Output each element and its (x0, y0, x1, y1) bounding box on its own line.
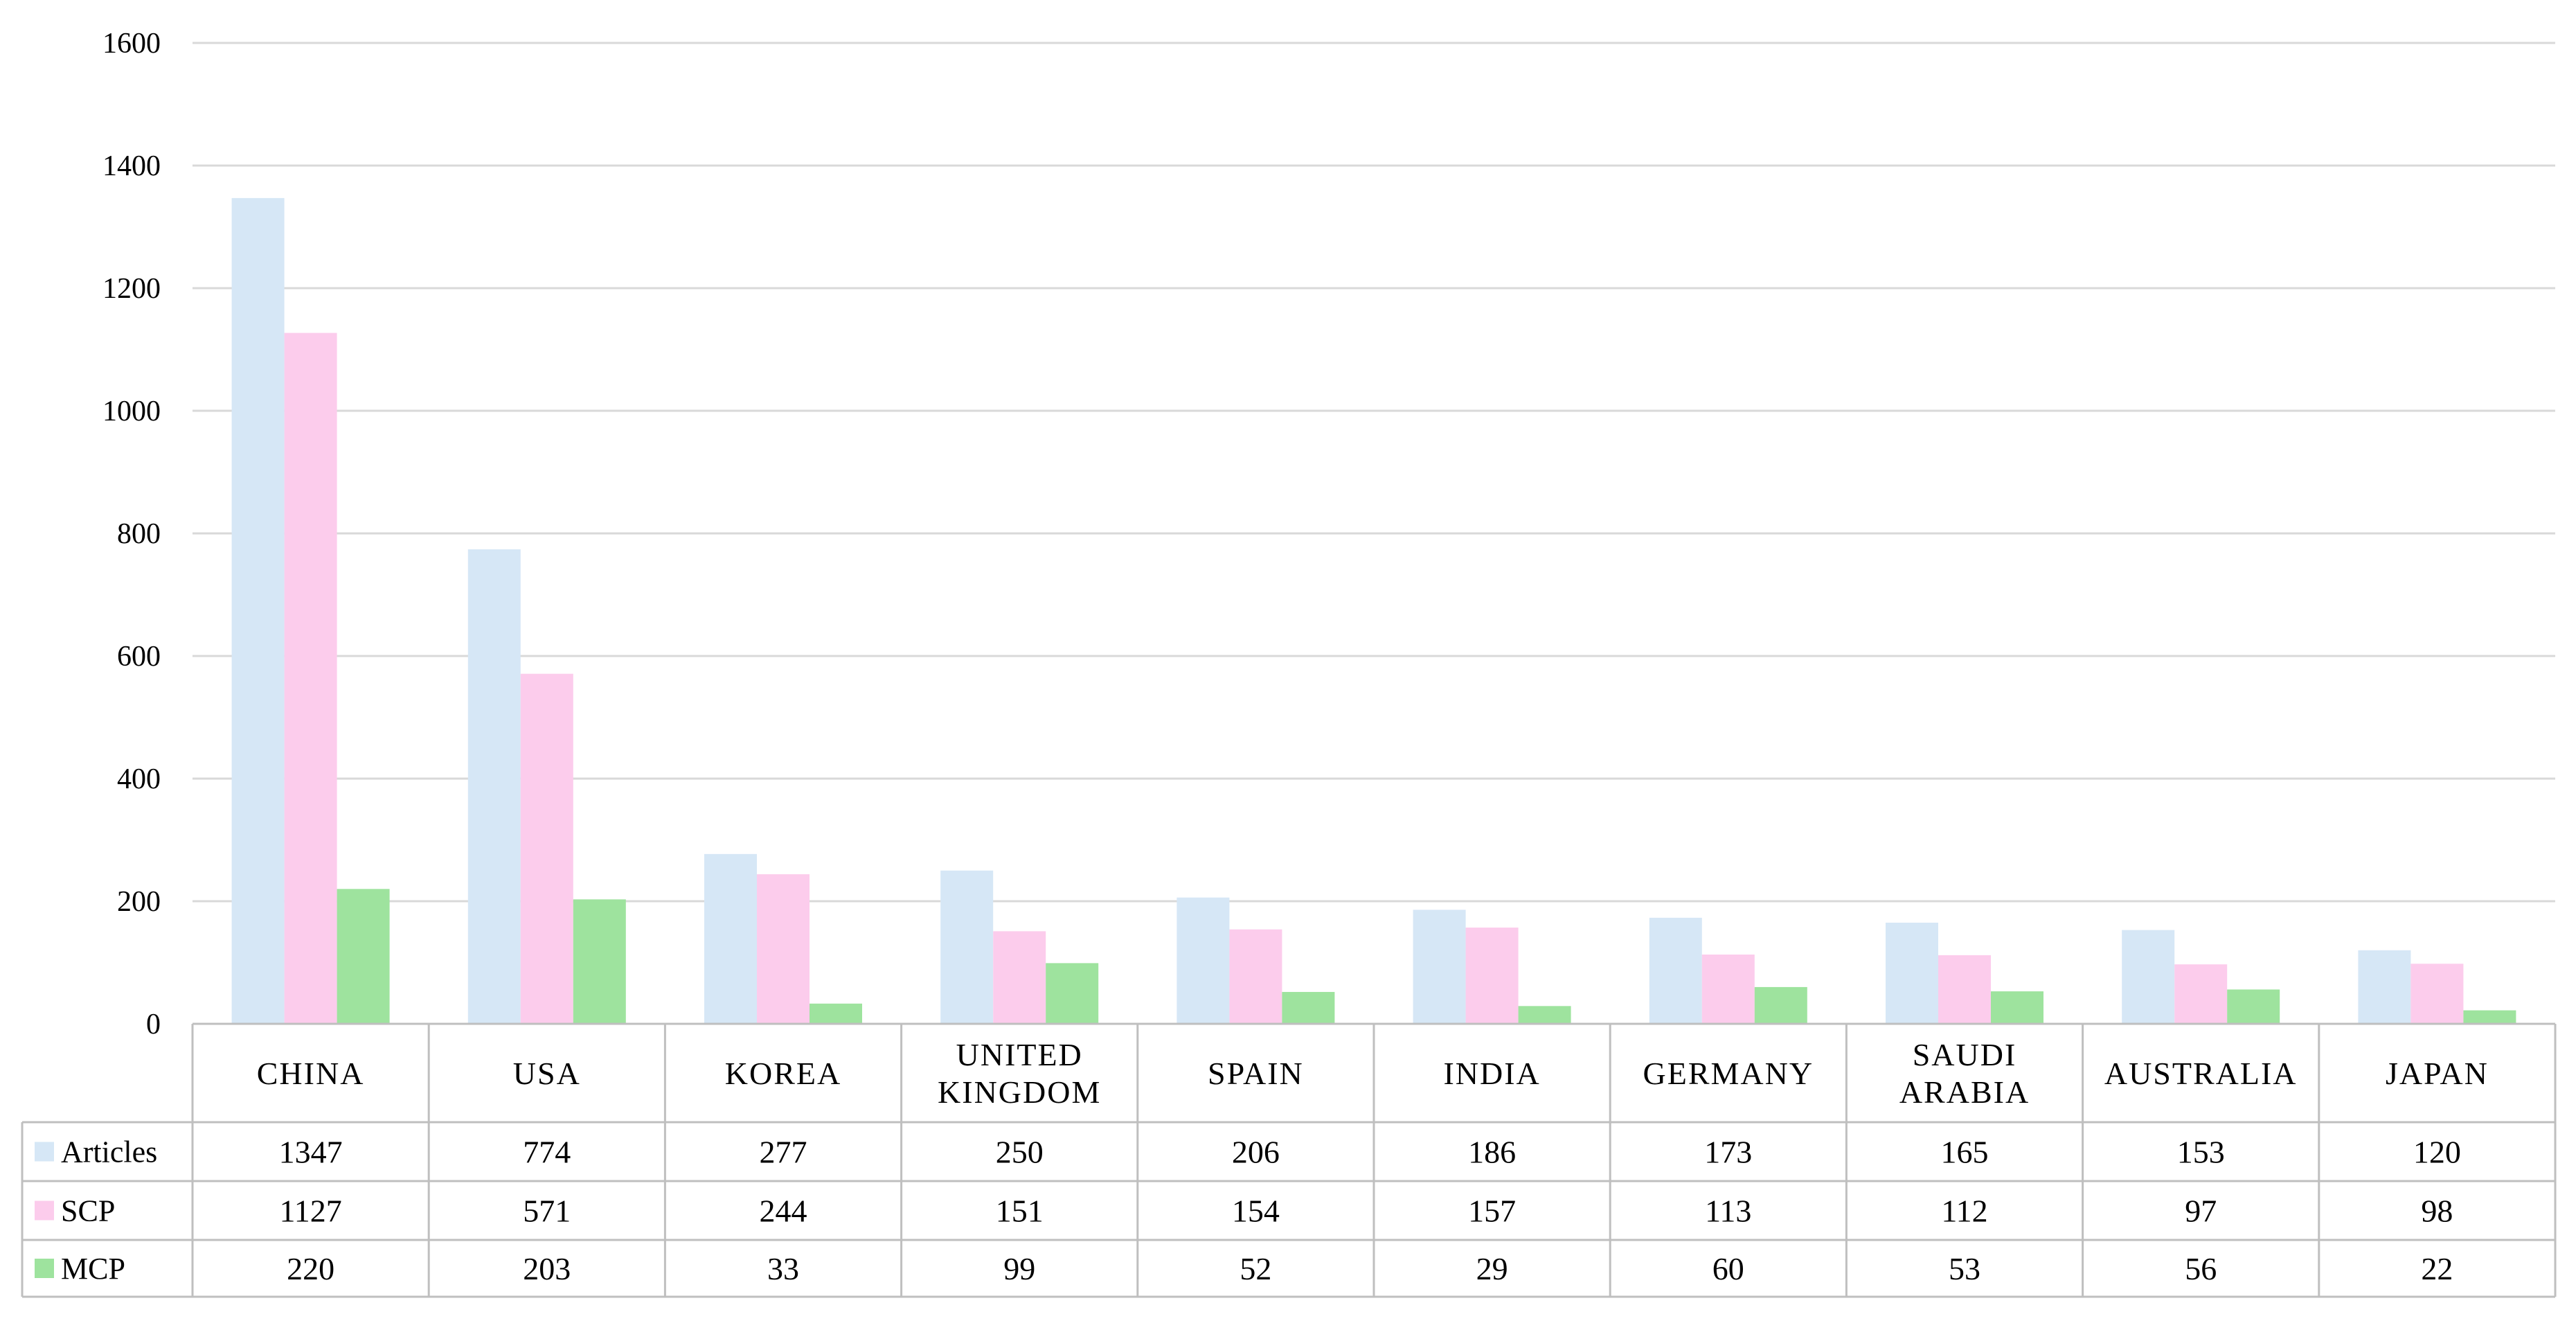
category-label: USA (513, 1056, 581, 1091)
y-tick-label: 1400 (102, 150, 161, 182)
bar-mcp (1991, 991, 2043, 1024)
y-tick-label: 0 (146, 1009, 161, 1040)
bar-mcp (1754, 986, 1807, 1024)
bar-mcp (2463, 1010, 2516, 1024)
category-label: GERMANY (1643, 1056, 1814, 1091)
data-label: 99 (1003, 1251, 1035, 1286)
bar-scp (757, 874, 810, 1024)
bar-scp (1938, 955, 1991, 1024)
bar-scp (1229, 929, 1282, 1024)
data-label: 571 (523, 1194, 571, 1229)
bar-scp (520, 673, 573, 1024)
bar-articles (1413, 910, 1466, 1024)
bar-articles (2122, 930, 2175, 1024)
bar-mcp (337, 889, 390, 1024)
category-label: INDIA (1443, 1056, 1540, 1091)
y-axis-ticks: 0 200 400 600 800 1000 1200 1400 1600 (102, 28, 161, 1040)
legend-label: SCP (61, 1194, 115, 1228)
legend-key-scp (35, 1200, 54, 1221)
legend-label: MCP (61, 1252, 125, 1286)
data-label: 220 (287, 1251, 334, 1286)
y-tick-label: 200 (117, 886, 161, 918)
bar-articles (704, 853, 757, 1024)
bar-scp (1701, 954, 1755, 1024)
legend-label: Articles (61, 1135, 157, 1169)
category-label: KOREA (725, 1056, 841, 1091)
data-label: 97 (2185, 1194, 2217, 1229)
category-label: KINGDOM (938, 1074, 1101, 1110)
data-label: 22 (2421, 1251, 2453, 1286)
bar-scp (993, 931, 1046, 1024)
data-label: 774 (523, 1135, 571, 1170)
data-label: 203 (523, 1251, 571, 1286)
category-label: AUSTRALIA (2104, 1056, 2298, 1091)
data-label: 29 (1476, 1251, 1508, 1286)
y-tick-label: 1600 (102, 28, 161, 60)
bar-articles (1177, 897, 1230, 1024)
bar-mcp (573, 899, 626, 1024)
data-label: 1127 (279, 1194, 341, 1229)
data-label: 120 (2413, 1135, 2461, 1170)
bar-scp (2174, 964, 2228, 1024)
bar-mcp (810, 1003, 862, 1024)
data-label: 206 (1232, 1135, 1280, 1170)
data-label: 153 (2177, 1135, 2225, 1170)
data-label: 244 (760, 1194, 807, 1229)
category-label: ARABIA (1899, 1074, 2030, 1110)
category-label: SAUDI (1913, 1037, 2017, 1072)
y-tick-label: 1200 (102, 273, 161, 305)
y-tick-label: 400 (117, 763, 161, 795)
data-label: 186 (1468, 1135, 1516, 1170)
data-label: 277 (760, 1135, 807, 1170)
legend-key-mcp (35, 1259, 54, 1278)
bar-scp (2410, 964, 2464, 1024)
data-label: 52 (1240, 1251, 1271, 1286)
data-label: 112 (1941, 1194, 1987, 1229)
bar-mcp (1518, 1006, 1571, 1024)
data-label: 165 (1941, 1135, 1989, 1170)
data-label: 151 (996, 1194, 1044, 1229)
y-tick-label: 600 (117, 641, 161, 673)
bar-mcp (2227, 989, 2280, 1024)
bar-scp (1465, 928, 1519, 1024)
category-label: CHINA (257, 1056, 365, 1091)
data-label: 250 (996, 1135, 1044, 1170)
data-label: 154 (1232, 1194, 1280, 1229)
data-label: 113 (1705, 1194, 1751, 1229)
gridlines (193, 42, 2555, 903)
bars (231, 197, 2516, 1025)
bar-scp (284, 333, 337, 1025)
data-label: 157 (1468, 1194, 1516, 1229)
bar-articles (2358, 950, 2411, 1024)
data-label: 98 (2421, 1194, 2453, 1229)
y-tick-label: 800 (117, 518, 161, 550)
bar-mcp (1046, 963, 1099, 1024)
data-label: 53 (1949, 1251, 1980, 1286)
category-label: SPAIN (1208, 1056, 1304, 1091)
data-label: 33 (767, 1251, 799, 1286)
bar-articles (1886, 922, 1938, 1024)
category-label: JAPAN (2386, 1056, 2489, 1091)
bar-articles (231, 197, 285, 1024)
y-tick-label: 1000 (102, 396, 161, 427)
category-label: UNITED (956, 1037, 1083, 1072)
bar-articles (1649, 917, 1702, 1024)
legend-key-articles (35, 1142, 54, 1162)
data-label: 1347 (279, 1135, 343, 1170)
data-label: 60 (1712, 1251, 1744, 1286)
data-label: 56 (2185, 1251, 2217, 1286)
data-label: 173 (1704, 1135, 1752, 1170)
bar-mcp (1282, 991, 1335, 1024)
bar-articles (467, 549, 521, 1024)
bar-articles (940, 870, 994, 1024)
